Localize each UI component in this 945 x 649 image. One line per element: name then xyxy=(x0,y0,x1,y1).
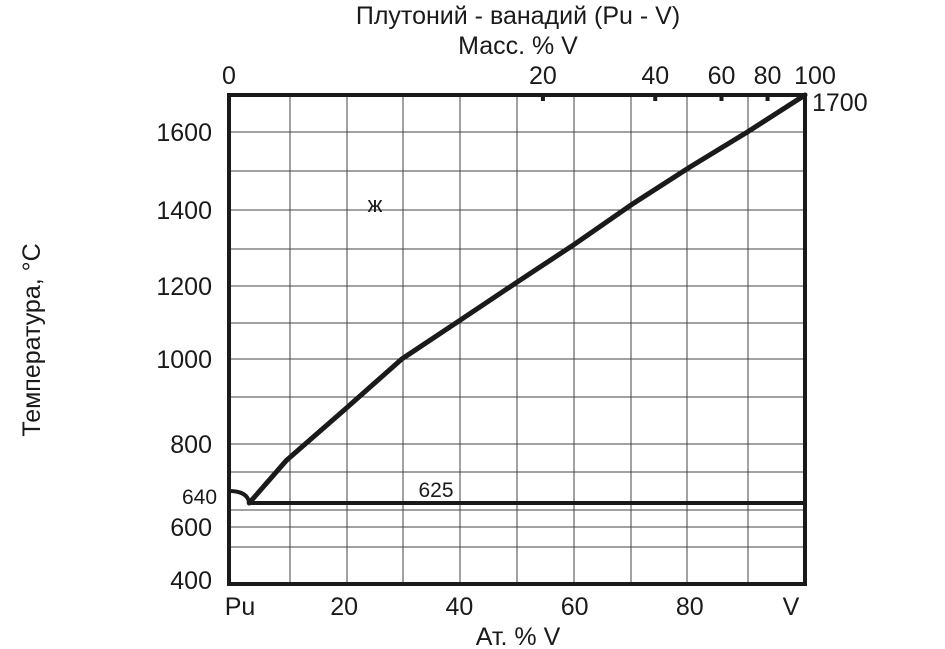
x-tick-label-3: 60 xyxy=(561,593,589,621)
labels: Плутоний - ванадий (Pu - V)Масс. % V 0 20 4… xyxy=(18,2,868,649)
top-tick-label-4: 80 xyxy=(754,62,782,90)
chart-title: Плутоний - ванадий (Pu - V) xyxy=(356,2,680,30)
v-melting-temp-label: 1700 xyxy=(812,89,868,117)
ticks xyxy=(540,95,770,101)
liquid-region-label: ж xyxy=(368,192,383,217)
x-tick-label-5: V xyxy=(783,593,800,621)
y-tick-label-5: 1400 xyxy=(156,197,212,225)
top-tick-label-3: 60 xyxy=(708,62,736,90)
top-axis-label: Масс. % V xyxy=(458,32,578,60)
y-tick-label-0: 400 xyxy=(170,567,212,595)
eutectic-temp-label: 625 xyxy=(418,479,453,502)
pu-melting-temp-label: 640 xyxy=(182,486,217,509)
x-tick-label-4: 80 xyxy=(676,593,704,621)
y-axis-title: Температура, °С xyxy=(18,243,46,436)
pu-melting-arc xyxy=(228,489,252,504)
y-tick-label-4: 1200 xyxy=(156,273,212,301)
liquidus-curve xyxy=(246,92,808,506)
x-tick-label-2: 40 xyxy=(445,593,473,621)
x-tick-label-0: Pu xyxy=(225,593,256,621)
y-tick-label-2: 800 xyxy=(170,431,212,459)
top-tick-label-0: 0 xyxy=(222,62,236,90)
top-tick-label-5: 100 xyxy=(794,62,836,90)
x-axis-title: Ат. % V xyxy=(476,623,561,649)
grid xyxy=(229,95,805,584)
y-tick-label-1: 600 xyxy=(170,514,212,542)
y-tick-label-3: 1000 xyxy=(156,346,212,374)
curves xyxy=(228,92,808,506)
top-tick-label-2: 40 xyxy=(641,62,669,90)
plot-frame xyxy=(227,93,807,586)
x-tick-label-1: 20 xyxy=(330,593,358,621)
y-tick-label-6: 1600 xyxy=(156,119,212,147)
top-tick-label-1: 20 xyxy=(529,62,557,90)
